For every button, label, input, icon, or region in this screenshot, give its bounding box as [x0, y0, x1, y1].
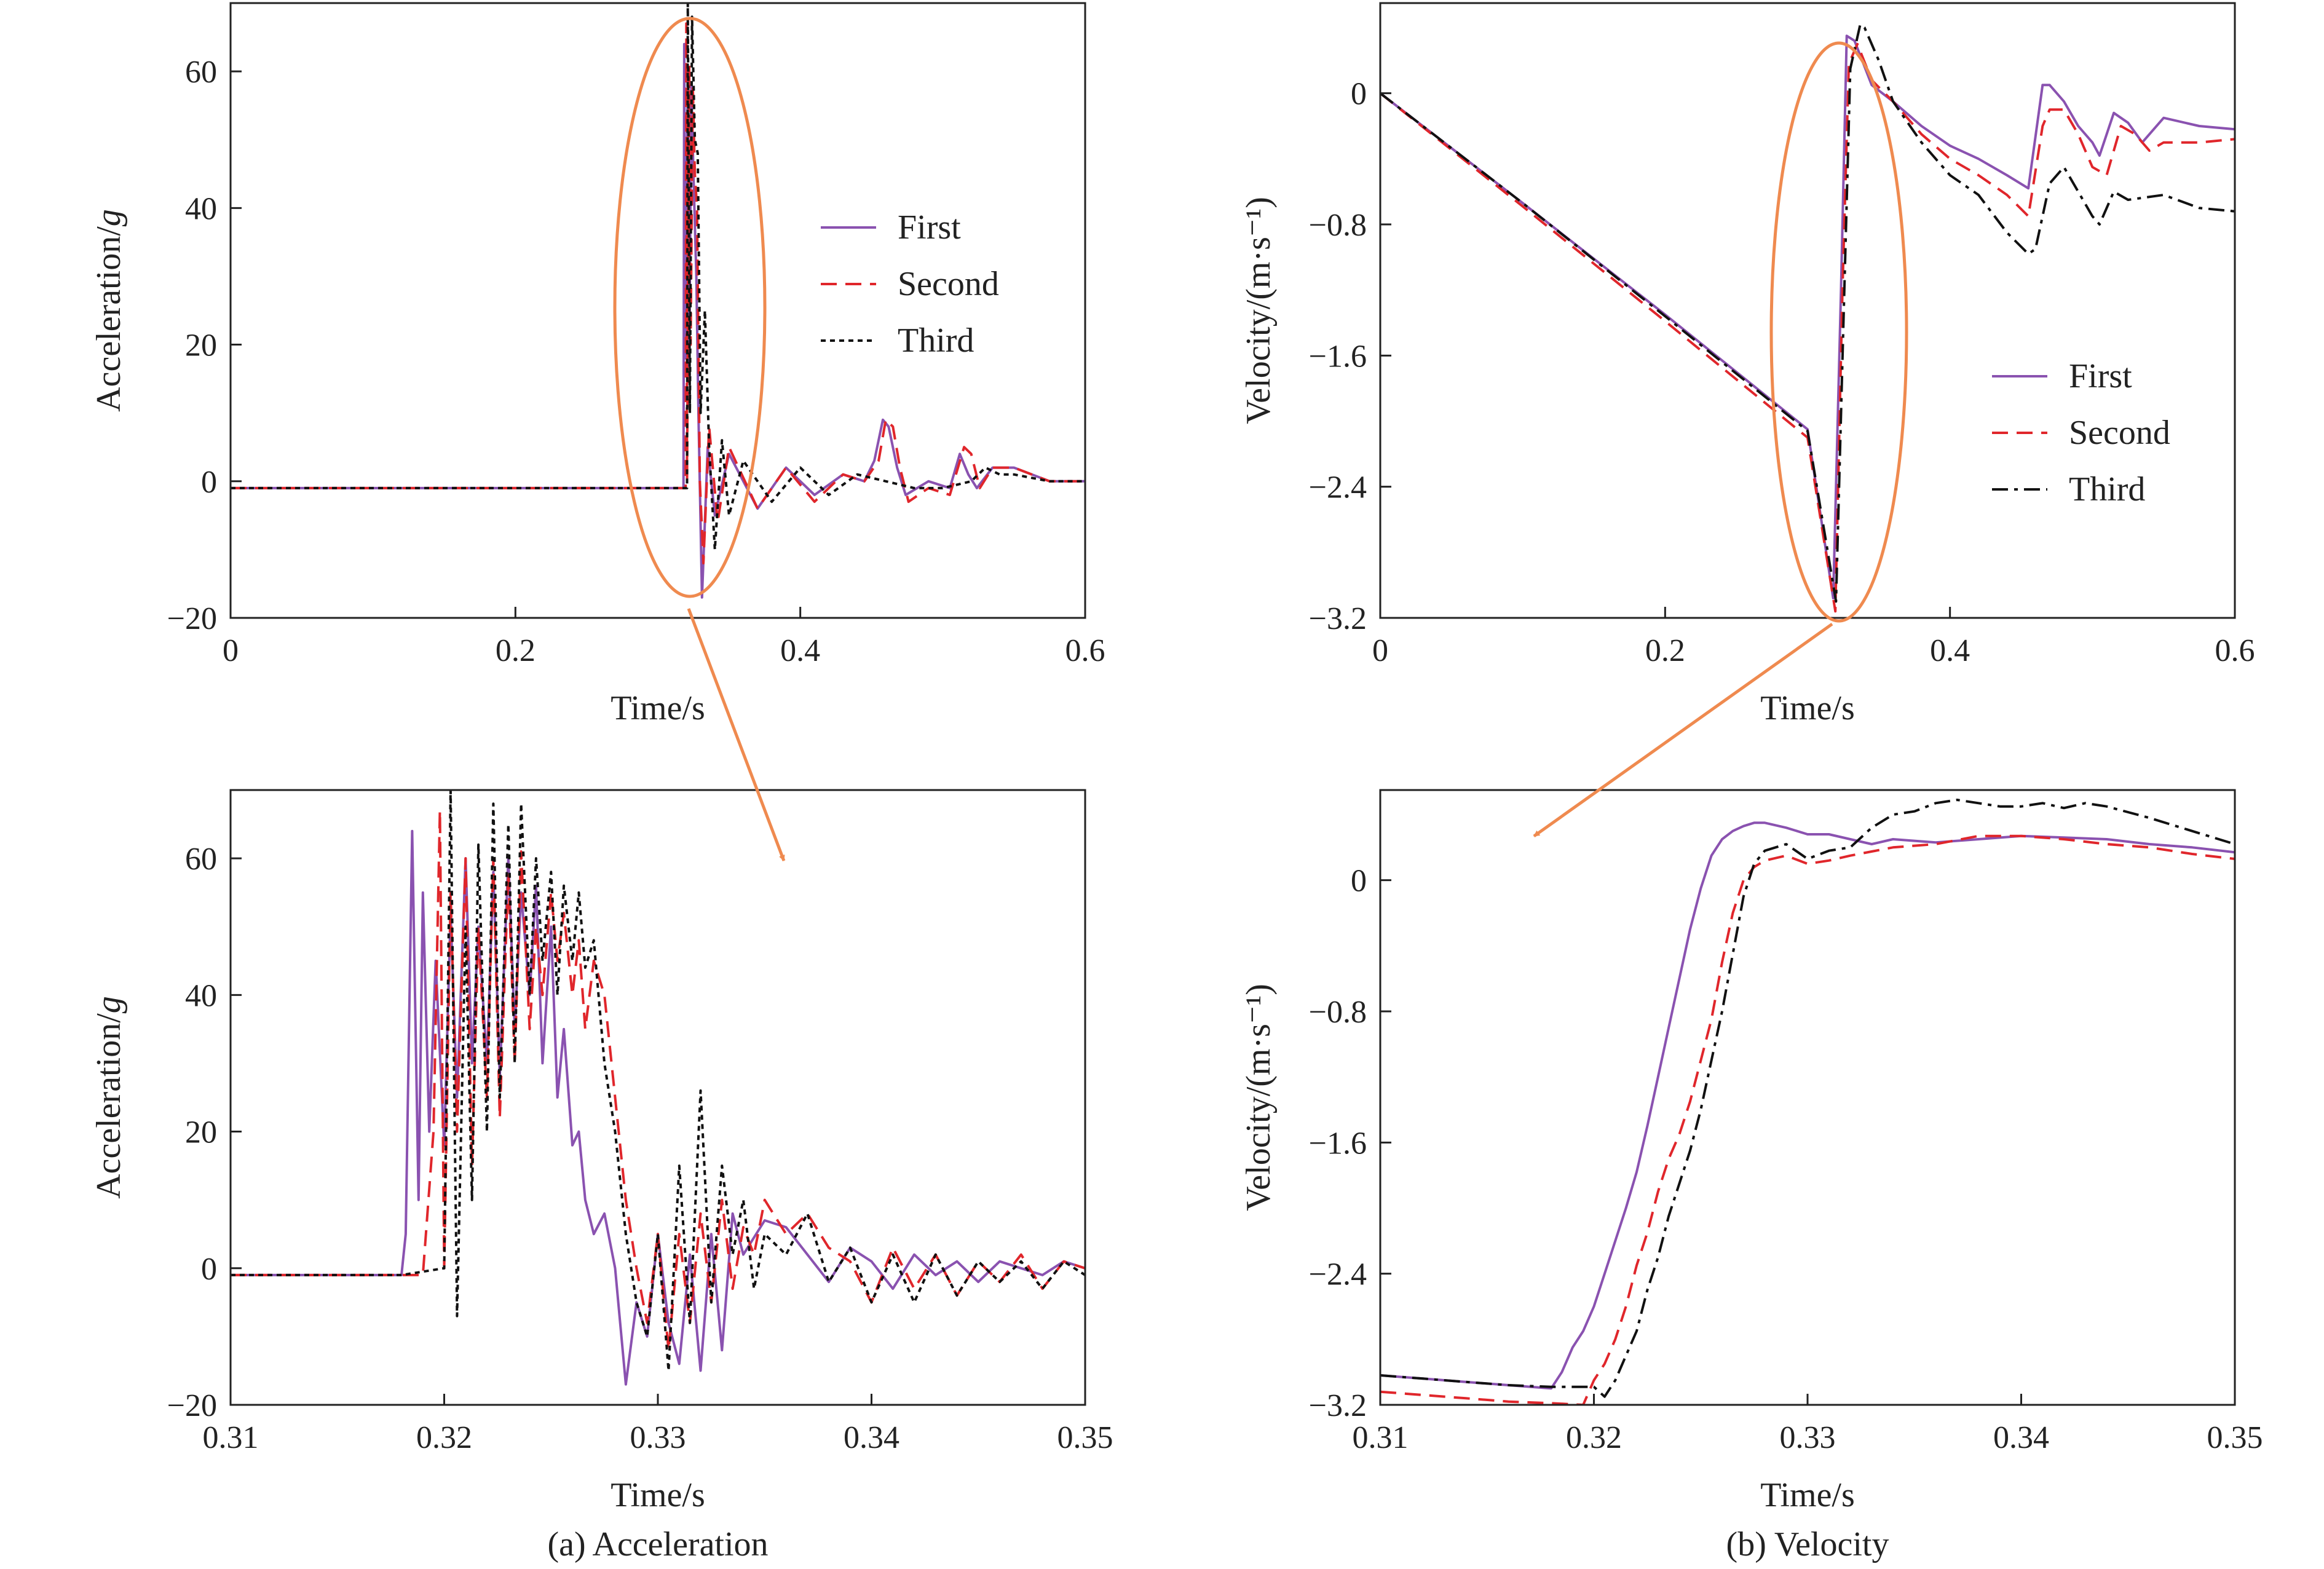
plot-frame [229, 2, 1086, 619]
y-tick-label: −3.2 [1309, 1388, 1367, 1423]
y-tick-label: 0 [201, 1252, 217, 1287]
x-tick-label: 0.6 [2215, 633, 2255, 668]
x-tick-label: 0.35 [1057, 1420, 1113, 1455]
y-tick-label: −2.4 [1309, 1257, 1367, 1292]
caption-acceleration: (a) Acceleration [547, 1525, 768, 1563]
x-axis-label: Time/s [611, 689, 705, 727]
y-tick-label: 20 [185, 1115, 217, 1150]
y-tick-label: −3.2 [1309, 601, 1367, 636]
x-tick-label: 0 [223, 633, 239, 668]
velocity-zoom-arrow [1533, 622, 1833, 838]
series-group [1380, 23, 2235, 613]
x-tick-label: 0.31 [203, 1420, 259, 1455]
y-tick-label: 0 [201, 465, 217, 500]
x-tick-label: 0.34 [844, 1420, 899, 1455]
series-line-first [231, 829, 1085, 1386]
y-tick-label: −0.8 [1309, 995, 1367, 1030]
y-axis-label: Acceleration/g [90, 209, 128, 412]
x-tick-label: 0.33 [1780, 1420, 1836, 1455]
x-tick-label: 0.32 [1566, 1420, 1622, 1455]
y-tick-label: −1.6 [1309, 339, 1367, 374]
y-tick-label: 40 [185, 978, 217, 1013]
y-tick-label: −1.6 [1309, 1126, 1367, 1161]
caption-velocity: (b) Velocity [1726, 1525, 1889, 1563]
y-axis-label: Velocity/(m·s⁻¹) [1239, 984, 1278, 1211]
plot-frame [229, 789, 1086, 1406]
acceleration-highlight-ellipse [613, 17, 767, 598]
y-tick-label: −20 [167, 1388, 217, 1423]
legend-label-third: Third [2069, 470, 2145, 508]
x-tick-label: 0.2 [496, 633, 536, 668]
y-tick-label: −20 [167, 601, 217, 636]
x-tick-label: 0.33 [630, 1420, 686, 1455]
series-line-first [1380, 821, 2235, 1390]
x-axis-label: Time/s [1760, 1476, 1855, 1514]
plot-frame [1379, 2, 2236, 619]
x-tick-label: 0.4 [780, 633, 820, 668]
x-tick-label: 0.31 [1353, 1420, 1409, 1455]
series-line-first [231, 42, 1085, 599]
legend-label-second: Second [898, 265, 999, 303]
legend-label-first: First [2069, 357, 2132, 395]
acceleration-zoom-arrow [687, 608, 786, 861]
highlight-annotations [613, 17, 1908, 861]
y-tick-label: 0 [1351, 77, 1367, 112]
series-group [231, 3, 1085, 599]
velocity-zoom-chart: 0.31 0.32 0.33 0.34 0.35 −3.2 −2.4 −1.6 −0.8 0 Tim… [1239, 789, 2263, 1514]
plot-frame [1379, 789, 2236, 1406]
x-axis-label: Time/s [611, 1476, 705, 1514]
y-tick-label: 60 [185, 842, 217, 877]
series-line-third [231, 3, 1085, 551]
x-tick-label: 0 [1372, 633, 1388, 668]
y-tick-label: −0.8 [1309, 208, 1367, 243]
x-tick-label: 0.2 [1645, 633, 1685, 668]
legend-label-third: Third [898, 322, 974, 360]
legend: First Second Third [821, 208, 999, 360]
series-line-first [1380, 34, 2235, 599]
y-tick-label: 40 [185, 191, 217, 226]
series-group [231, 790, 1085, 1386]
y-tick-label: 20 [185, 328, 217, 363]
series-line-second [1380, 834, 2235, 1405]
velocity-highlight-ellipse [1769, 41, 1908, 623]
series-line-third [231, 790, 1085, 1372]
legend-label-first: First [898, 208, 961, 247]
acceleration-full-chart: 0 0.2 0.4 0.6−200204060Time/sAcceleration/g… [90, 2, 1105, 727]
x-tick-label: 0.35 [2207, 1420, 2263, 1455]
x-tick-label: 0.4 [1930, 633, 1970, 668]
acceleration-zoom-chart: 0.31 0.32 0.33 0.34 0.35 −20 0 20 40 60 Time/s Acce… [90, 789, 1113, 1514]
series-line-third [1380, 799, 2235, 1398]
series-line-third [1380, 23, 2235, 603]
x-tick-label: 0.34 [1993, 1420, 2049, 1455]
legend-label-second: Second [2069, 414, 2170, 452]
series-line-second [1380, 42, 2235, 613]
y-tick-label: −2.4 [1309, 470, 1367, 505]
velocity-full-chart: 0 0.2 0.4 0.6 −3.2 −2.4 −1.6 −0.8 0 Time/s Velocit… [1239, 2, 2255, 727]
y-axis-label: Velocity/(m·s⁻¹) [1239, 197, 1278, 424]
x-tick-label: 0.6 [1065, 633, 1105, 668]
y-tick-label: 60 [185, 55, 217, 90]
y-axis-label: Acceleration/g [90, 996, 128, 1199]
x-axis-label: Time/s [1760, 689, 1855, 727]
x-tick-label: 0.32 [416, 1420, 472, 1455]
series-group [1380, 799, 2235, 1405]
y-tick-label: 0 [1351, 864, 1367, 899]
legend: First Second Third [1992, 357, 2170, 508]
series-line-second [231, 809, 1085, 1352]
